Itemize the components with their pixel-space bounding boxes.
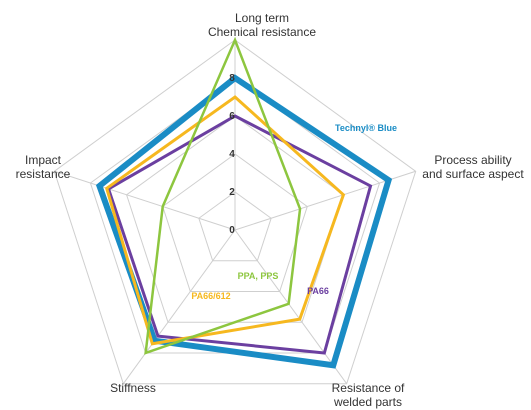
series-label-1: PA66 — [307, 286, 329, 296]
axis-label-1: Process ability and surface aspect — [422, 153, 524, 181]
axis-label-4: Impact resistance — [16, 153, 71, 181]
tick-label-0: 0 — [229, 225, 235, 236]
grid-ring-10 — [53, 39, 417, 385]
tick-label-4: 4 — [229, 149, 235, 160]
grid-ring-2 — [198, 191, 272, 262]
series-label-layer: Technyl® Blue PA66 PA66/612 PPA, PPS — [191, 123, 397, 301]
series-label-3: PPA, PPS — [238, 271, 279, 281]
series-polygon-3 — [144, 36, 302, 355]
tick-label-8: 8 — [229, 73, 235, 84]
series-label-2: PA66/612 — [191, 291, 230, 301]
axis-label-layer: Long term Chemical resistance Process abil… — [16, 11, 525, 409]
axis-label-3: Stiffness — [110, 381, 156, 395]
spoke-3 — [122, 229, 236, 385]
axis-label-0: Long term Chemical resistance — [208, 11, 316, 39]
spoke-2 — [234, 229, 348, 385]
tick-label-2: 2 — [229, 187, 235, 198]
series-layer — [95, 36, 393, 369]
spoke-4 — [54, 170, 236, 231]
series-polygon-2 — [104, 95, 346, 346]
series-polygon-0 — [95, 74, 393, 369]
tick-layer: 0 2 4 6 8 — [229, 73, 235, 236]
series-label-0: Technyl® Blue — [335, 123, 397, 133]
tick-label-6: 6 — [229, 111, 235, 122]
series-polygon-1 — [106, 114, 373, 355]
axis-label-2: Resistance of welded parts — [332, 381, 405, 409]
